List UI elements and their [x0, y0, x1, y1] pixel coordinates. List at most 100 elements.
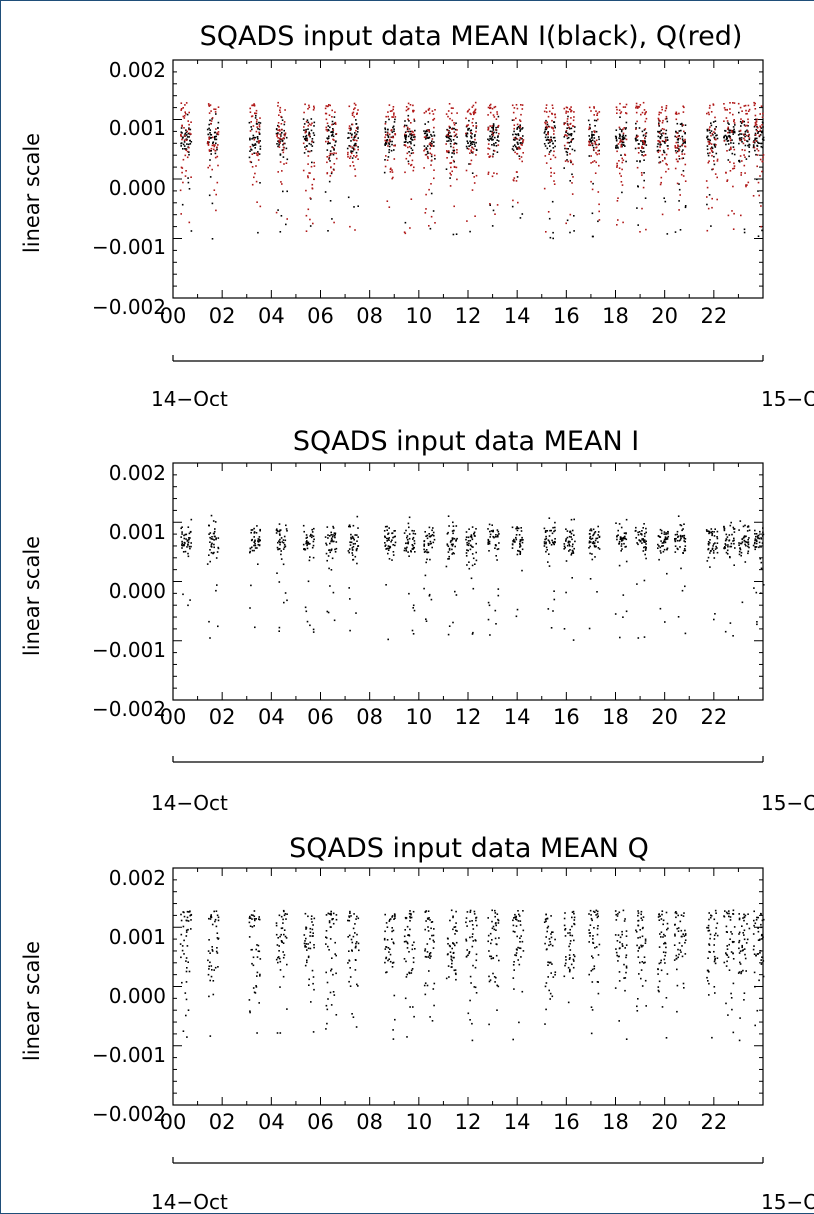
- data-point-I: [489, 634, 491, 636]
- data-point-Q: [211, 144, 214, 147]
- data-point-Q: [743, 916, 746, 919]
- data-point-I: [466, 549, 468, 551]
- data-point-I: [393, 130, 395, 132]
- data-point-I: [619, 135, 621, 137]
- data-point-I: [303, 152, 306, 154]
- data-point-Q: [304, 964, 307, 967]
- data-point-Q: [588, 142, 591, 144]
- data-point-Q: [392, 176, 394, 179]
- data-point-I: [727, 122, 729, 124]
- data-point-I: [445, 168, 448, 170]
- data-point-Q: [723, 107, 726, 109]
- data-point-I: [645, 531, 647, 534]
- data-point-Q: [281, 183, 283, 185]
- data-point-I: [597, 534, 599, 536]
- data-point-Q: [589, 924, 592, 926]
- data-point-I: [596, 591, 598, 593]
- data-point-I: [569, 180, 571, 182]
- data-point-I: [684, 538, 687, 540]
- data-point-I: [747, 543, 750, 546]
- data-point-Q: [311, 187, 314, 190]
- data-point-Q: [644, 154, 647, 156]
- data-point-Q: [728, 912, 730, 915]
- data-point-Q: [281, 138, 283, 140]
- data-point-Q: [675, 158, 678, 161]
- data-point-Q: [567, 932, 569, 934]
- data-point-I: [333, 619, 336, 622]
- data-point-I: [760, 145, 763, 148]
- data-point-I: [708, 129, 711, 132]
- data-point-Q: [411, 944, 414, 946]
- data-point-Q: [549, 138, 552, 141]
- data-point-Q: [546, 927, 549, 929]
- data-point-Q: [391, 171, 394, 173]
- data-point-I: [426, 134, 429, 137]
- data-point-Q: [180, 134, 182, 137]
- data-point-I: [425, 618, 427, 620]
- data-point-I: [733, 130, 736, 133]
- data-point-I: [349, 598, 351, 600]
- data-point-I: [663, 540, 665, 543]
- data-point-I: [303, 123, 306, 125]
- data-point-Q: [467, 110, 469, 112]
- data-point-I: [425, 147, 428, 149]
- data-point-I: [550, 149, 552, 152]
- data-point-Q: [568, 126, 570, 129]
- data-point-I: [674, 551, 677, 553]
- data-point-I: [748, 146, 750, 148]
- data-point-Q: [251, 948, 253, 951]
- data-point-Q: [391, 966, 394, 968]
- data-point-Q: [657, 117, 660, 120]
- data-point-I: [328, 129, 330, 132]
- data-point-Q: [391, 915, 394, 917]
- data-point-Q: [635, 931, 638, 933]
- data-point-I: [470, 577, 473, 580]
- data-point-Q: [740, 214, 742, 217]
- data-point-Q: [760, 934, 763, 937]
- data-point-I: [731, 152, 734, 155]
- chart-2-ytick-0: 0.002: [109, 461, 166, 485]
- data-point-I: [728, 129, 730, 132]
- data-point-Q: [453, 135, 456, 138]
- data-point-Q: [325, 971, 327, 974]
- data-point-Q: [723, 140, 726, 142]
- data-point-Q: [519, 119, 521, 121]
- data-point-I: [448, 555, 450, 558]
- data-point-Q: [742, 949, 744, 951]
- data-point-Q: [487, 171, 490, 174]
- data-point-I: [472, 546, 474, 548]
- data-point-Q: [738, 933, 740, 935]
- data-point-Q: [431, 138, 434, 140]
- data-point-Q: [450, 966, 453, 968]
- data-point-I: [214, 138, 216, 141]
- data-point-I: [549, 145, 551, 147]
- data-point-I: [332, 135, 335, 138]
- data-point-Q: [710, 147, 712, 150]
- data-point-Q: [716, 934, 719, 937]
- data-point-I: [209, 129, 211, 131]
- data-point-Q: [550, 915, 552, 917]
- data-point-Q: [682, 105, 684, 108]
- data-point-I: [467, 536, 470, 539]
- data-point-I: [678, 158, 681, 160]
- data-point-Q: [569, 213, 572, 216]
- data-point-I: [412, 532, 415, 535]
- data-point-I: [552, 231, 554, 234]
- data-point-I: [738, 142, 740, 145]
- data-point-I: [594, 539, 597, 542]
- data-point-I: [545, 550, 547, 553]
- data-point-I: [491, 133, 493, 136]
- data-point-I: [186, 143, 188, 145]
- data-point-Q: [393, 913, 396, 915]
- data-point-I: [352, 524, 355, 527]
- data-point-I: [658, 536, 661, 538]
- data-point-Q: [431, 110, 434, 112]
- data-point-I: [573, 130, 576, 133]
- data-point-Q: [211, 948, 214, 951]
- data-point-Q: [563, 144, 566, 147]
- data-point-Q: [491, 131, 494, 134]
- data-point-Q: [731, 131, 733, 133]
- data-point-I: [411, 139, 414, 141]
- data-point-Q: [645, 228, 647, 231]
- data-point-Q: [709, 104, 711, 107]
